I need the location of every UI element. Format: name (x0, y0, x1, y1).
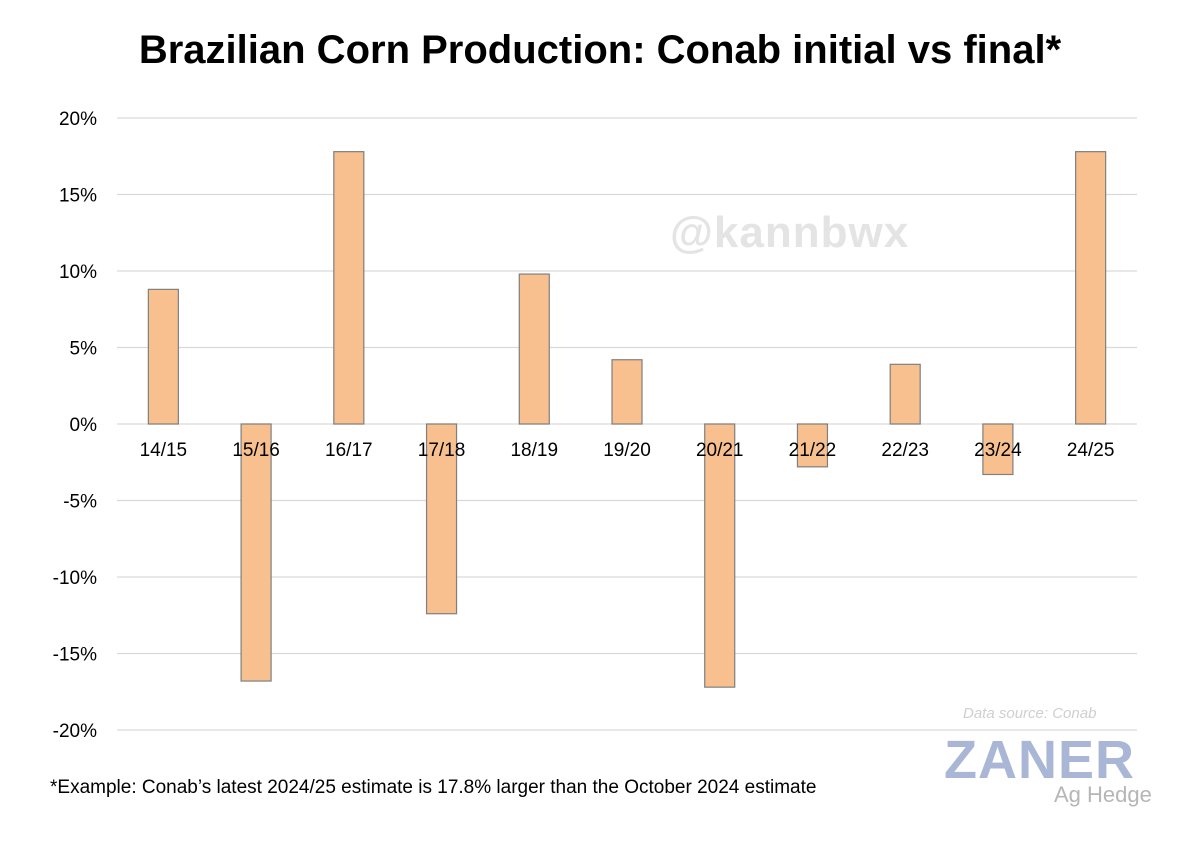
y-tick-label: 20% (59, 109, 97, 130)
bar-21-22 (796, 423, 829, 468)
y-tick-label: 10% (59, 262, 97, 283)
footnote: *Example: Conab’s latest 2024/25 estimat… (50, 777, 817, 798)
bar-18-19 (518, 273, 550, 425)
y-tick-label: -5% (63, 492, 97, 513)
zaner-logo: ZANER (944, 730, 1135, 790)
bar-14-15 (147, 288, 179, 425)
x-tick-label: 22/23 (881, 440, 929, 461)
y-tick-label: 0% (70, 415, 98, 436)
bars (147, 151, 1107, 688)
x-axis-labels: 14/15 15/16 16/17 17/18 18/19 19/20 20/21 21/22… (140, 440, 1115, 461)
watermark: @kannbwx (670, 208, 910, 257)
data-source: Data source: Conab (963, 705, 1097, 722)
bar-22-23 (889, 363, 921, 425)
y-tick-label: -15% (53, 645, 97, 666)
x-tick-label: 19/20 (603, 440, 651, 461)
y-tick-label: -10% (53, 568, 97, 589)
x-tick-label: 21/22 (789, 440, 837, 461)
chart-title: Brazilian Corn Production: Conab initial… (138, 28, 1062, 72)
x-tick-label: 24/25 (1067, 440, 1115, 461)
x-tick-label: 16/17 (325, 440, 373, 461)
x-tick-label: 15/16 (232, 440, 280, 461)
x-tick-label: 14/15 (140, 440, 188, 461)
zaner-logo-subtitle: Ag Hedge (1054, 782, 1152, 807)
bar-15-16 (240, 423, 272, 682)
x-tick-label: 23/24 (974, 440, 1022, 461)
bar-16-17 (333, 151, 365, 425)
x-tick-label: 18/19 (510, 440, 558, 461)
y-axis-labels: 20% 15% 10% 5% 0% -5% -10% -15% -20% (53, 109, 97, 742)
bar-17-18 (425, 423, 458, 615)
x-tick-label: 17/18 (418, 440, 466, 461)
gridlines (117, 117, 1137, 731)
bar-20-21 (704, 423, 736, 688)
bar-19-20 (611, 359, 643, 425)
y-tick-label: 15% (59, 186, 97, 207)
x-tick-label: 20/21 (696, 440, 744, 461)
y-tick-label: 5% (70, 339, 98, 360)
bar-24-25 (1075, 151, 1107, 425)
y-tick-label: -20% (53, 721, 97, 742)
bar-23-24 (982, 423, 1014, 476)
